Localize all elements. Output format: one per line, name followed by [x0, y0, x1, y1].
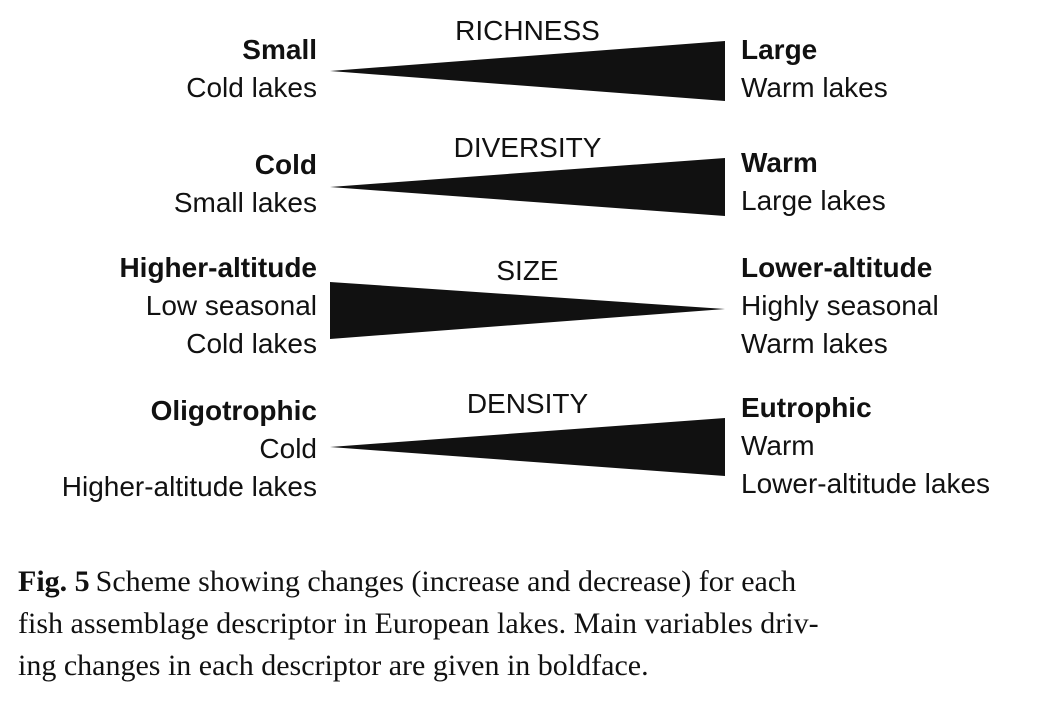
left-conditions: Oligotrophic Cold Higher-altitude lakes [62, 392, 317, 506]
left-condition-line: Cold lakes [186, 72, 317, 103]
right-condition-line: Warm lakes [741, 72, 888, 103]
descriptor-label: RICHNESS [455, 15, 600, 46]
right-driver: Lower-altitude [741, 252, 933, 283]
left-conditions: Higher-altitude Low seasonal Cold lakes [119, 249, 317, 363]
left-driver: Small [242, 34, 317, 65]
right-conditions: Warm Large lakes [741, 144, 886, 220]
left-driver: Higher-altitude [119, 252, 317, 283]
right-condition-line: Lower-altitude lakes [741, 468, 991, 499]
right-condition-line: Warm [741, 430, 815, 461]
right-condition-line: Highly seasonal [741, 290, 939, 321]
increase-wedge [330, 418, 725, 476]
descriptor-label: DIVERSITY [453, 132, 602, 163]
descriptor-label: DENSITY [466, 388, 589, 419]
right-condition-line: Warm lakes [741, 328, 888, 359]
right-conditions: Eutrophic Warm Lower-altitude lakes [741, 389, 990, 503]
caption-line: fish assemblage descriptor in European l… [18, 607, 819, 640]
decrease-wedge [330, 282, 725, 339]
left-condition-line: Low seasonal [145, 290, 317, 321]
caption-label: Fig. 5 [18, 565, 90, 598]
right-condition-line: Large lakes [741, 185, 886, 216]
left-driver: Cold [254, 149, 317, 180]
caption-line: ing changes in each descriptor are given… [18, 649, 649, 682]
left-driver: Oligotrophic [150, 395, 317, 426]
right-conditions: Lower-altitude Highly seasonal Warm lake… [741, 249, 939, 363]
caption-line: Fig. 5 Scheme showing changes (increase a… [18, 561, 1028, 603]
right-driver: Large [741, 34, 818, 65]
caption-text: Scheme showing changes (increase and dec… [95, 565, 797, 598]
left-condition-line: Higher-altitude lakes [61, 471, 317, 502]
left-conditions: Cold Small lakes [174, 146, 317, 222]
increase-wedge [330, 158, 725, 216]
left-condition-line: Cold [259, 433, 317, 464]
increase-wedge [330, 41, 725, 101]
figure-caption: Fig. 5 Scheme showing changes (increase a… [18, 561, 1028, 687]
right-driver: Eutrophic [741, 392, 872, 423]
left-condition-line: Cold lakes [186, 328, 317, 359]
right-conditions: Large Warm lakes [741, 31, 888, 107]
left-condition-line: Small lakes [173, 187, 317, 218]
right-driver: Warm [741, 147, 818, 178]
descriptor-label: SIZE [496, 255, 559, 286]
left-conditions: Small Cold lakes [186, 31, 317, 107]
